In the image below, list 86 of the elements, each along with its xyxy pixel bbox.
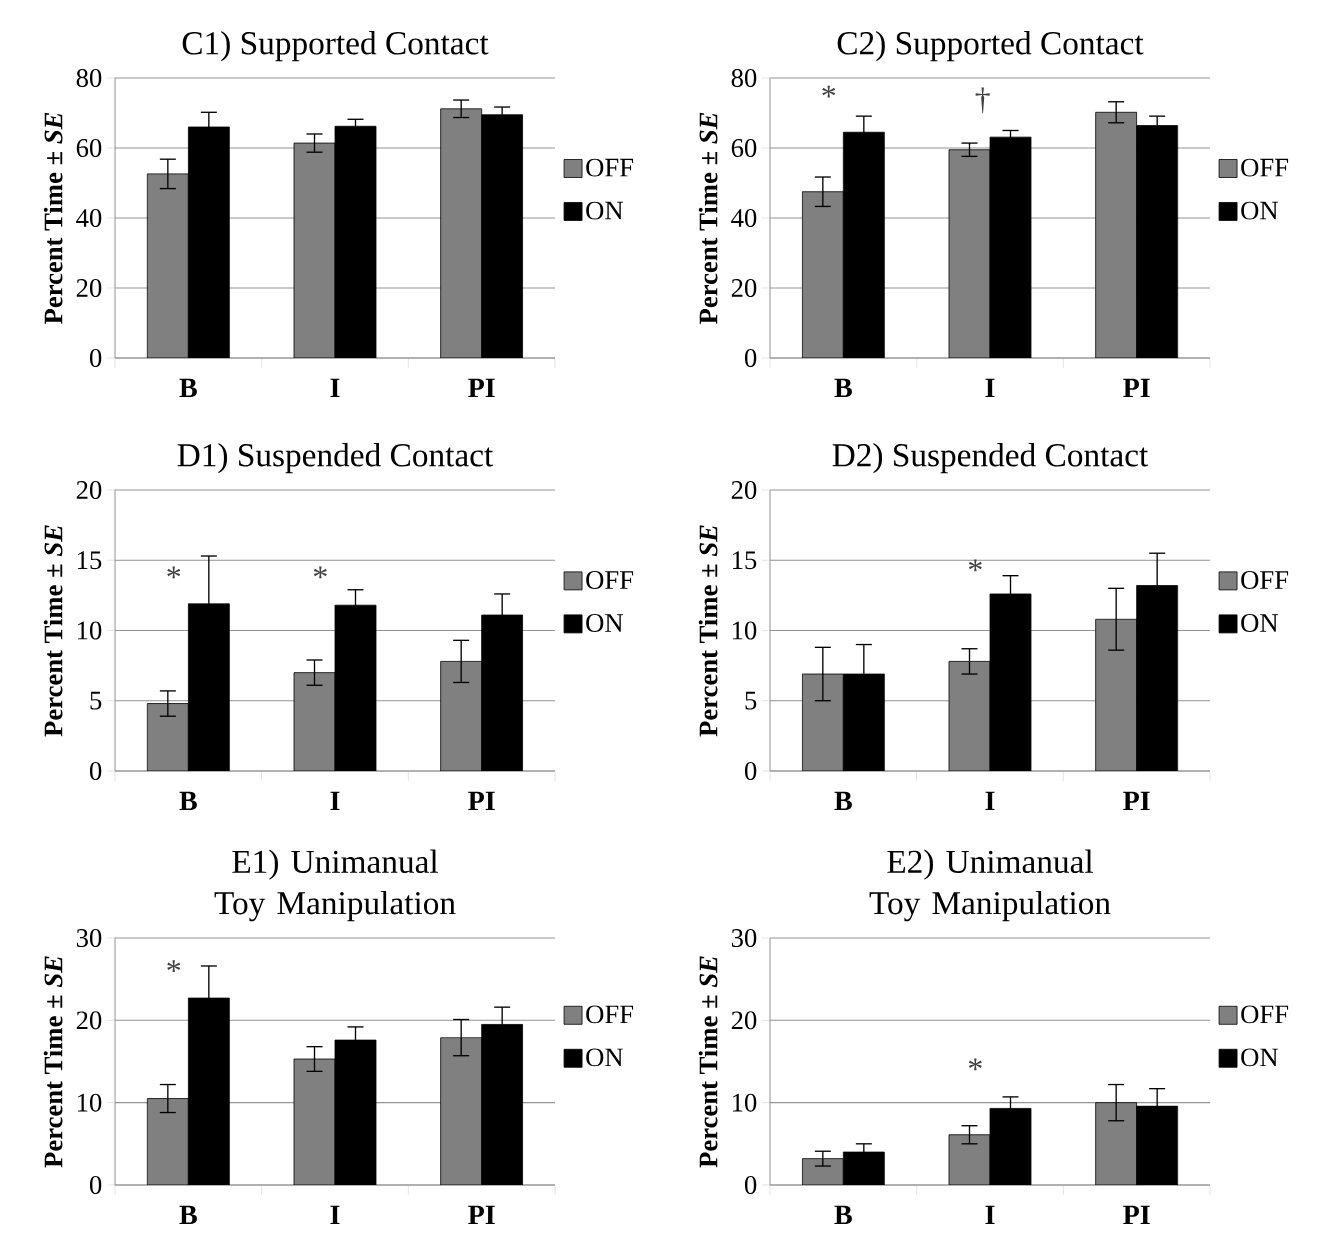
y-tick-label: 20 [76,278,102,297]
y-tick-label: 20 [731,1011,757,1030]
y-tick-label: 20 [76,480,102,499]
y-tick-label: 5 [745,691,757,710]
x-tick-label: PI [468,378,495,398]
y-tick-label: 0 [744,761,757,780]
y-tick-label: 20 [76,1011,102,1030]
annotation: * [167,566,181,579]
bar [293,1058,336,1185]
y-tick-label: 10 [732,621,757,640]
x-tick-label: B [179,378,197,398]
bar [293,142,336,358]
y-tick-label: 15 [77,551,102,570]
y-tick-label: 80 [731,68,757,87]
x-tick-label: I [330,791,340,811]
x-tick-label: B [834,791,852,811]
x-tick-label: B [834,378,852,398]
y-tick-label: 0 [744,1175,757,1194]
chart-title: C1) Supported Contact [182,31,489,62]
bar [146,703,189,771]
y-tick-label: 0 [89,1175,102,1194]
chart-title: E2) Unimanual Toy Manipulation [869,849,1111,922]
y-tick-label: 0 [744,348,757,367]
y-tick-label: 15 [732,551,757,570]
y-axis-title: Percent Time ± SE [698,112,718,324]
y-tick-label: 40 [731,208,757,227]
y-tick-label: 30 [76,928,102,947]
legend-label: OFF [1241,1005,1289,1024]
legend-label: OFF [586,158,634,177]
x-tick-label: PI [1123,1205,1150,1225]
x-tick-label: I [330,1205,340,1225]
x-tick-label: B [834,1205,852,1225]
legend-label: ON [586,1048,624,1067]
legend-label: ON [1241,201,1279,220]
y-tick-label: 30 [731,928,757,947]
legend-label: OFF [586,571,634,589]
annotation: * [968,1058,982,1071]
bar [440,108,483,358]
y-axis-title: Percent Time ± SE [43,956,63,1168]
legend-label: ON [1241,614,1279,632]
x-tick-label: B [179,1205,197,1225]
y-tick-label: 10 [77,621,102,640]
y-tick-label: 60 [731,138,757,157]
y-tick-label: 40 [76,208,102,227]
y-axis-title: Percent Time ± SE [698,956,718,1168]
annotation: * [313,566,327,579]
x-tick-label: B [179,791,197,811]
legend-label: ON [586,614,624,632]
x-tick-label: PI [1123,791,1150,811]
chart-title: D2) Suspended Contact [832,443,1149,474]
chart-title: E1) Unimanual Toy Manipulation [214,849,456,922]
legend-label: ON [586,201,624,220]
y-tick-label: 80 [76,68,102,87]
legend-label: OFF [586,1005,634,1024]
y-axis-title: Percent Time ± SE [43,525,63,737]
y-tick-label: 10 [732,1093,757,1112]
x-tick-label: I [330,378,340,398]
chart-title: C2) Supported Contact [837,31,1144,62]
y-tick-label: 20 [731,480,757,499]
bar [440,1037,483,1185]
y-tick-label: 0 [89,761,102,780]
annotation: * [167,960,181,973]
y-tick-label: 10 [77,1093,102,1112]
x-tick-label: PI [1123,378,1150,398]
x-tick-label: PI [468,791,495,811]
x-tick-label: I [985,1205,995,1225]
bar [146,1098,189,1185]
legend-label: ON [1241,1048,1279,1067]
y-axis-title: Percent Time ± SE [43,112,63,324]
legend-label: OFF [1241,158,1289,177]
y-tick-label: 0 [89,348,102,367]
bar [440,660,483,771]
y-tick-label: 20 [731,278,757,297]
bar [146,173,189,358]
x-tick-label: I [985,791,995,811]
y-tick-label: 60 [76,138,102,157]
annotation: * [822,85,836,98]
annotation: † [975,87,990,114]
bar [293,672,336,771]
y-axis-title: Percent Time ± SE [698,525,718,737]
x-tick-label: I [985,378,995,398]
y-tick-label: 5 [90,691,102,710]
chart-title: D1) Suspended Contact [177,443,494,474]
annotation: * [968,559,982,572]
x-tick-label: PI [468,1205,495,1225]
legend-label: OFF [1241,571,1289,589]
